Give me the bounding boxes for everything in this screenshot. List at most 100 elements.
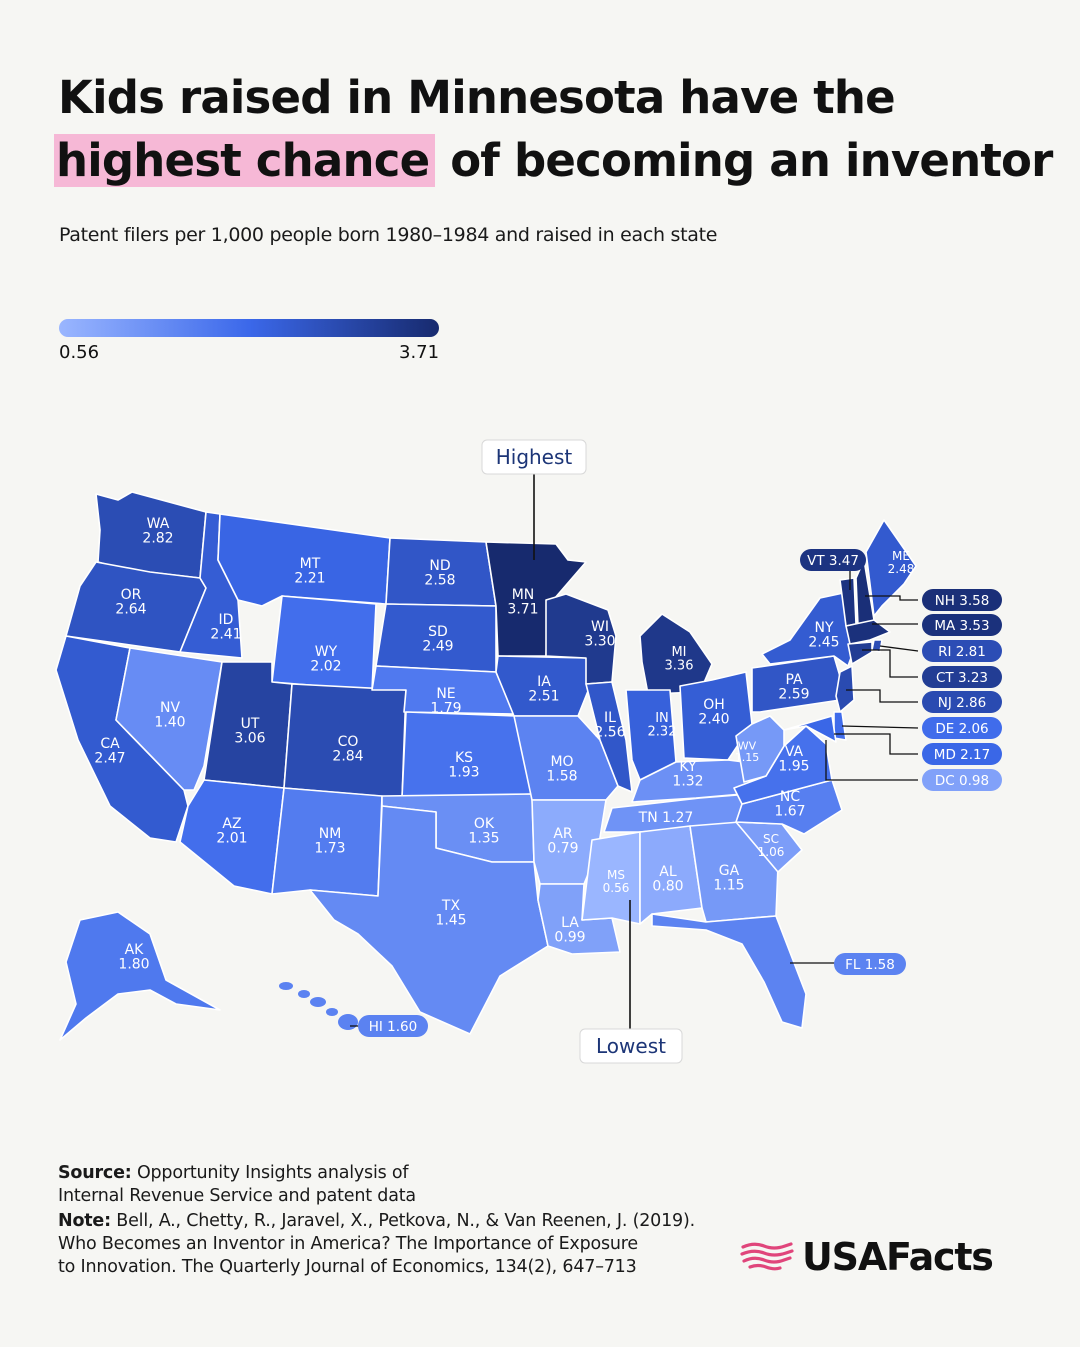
state-pill-label-dc: DC 0.98 [935, 773, 989, 789]
citation-note: Note: Bell, A., Chetty, R., Jaravel, X.,… [58, 1210, 695, 1279]
state-shape-il [585, 681, 633, 793]
state-shape-me [865, 519, 917, 617]
state-shape-hi-island-5 [338, 1014, 358, 1030]
state-shape-mi [639, 613, 713, 695]
state-shape-ny [761, 591, 857, 667]
state-shape-hi-island-1 [279, 982, 293, 990]
state-label-va: VA 1.95 [778, 744, 809, 775]
state-label-sc: SC 1.06 [758, 832, 785, 859]
state-label-ut: UT 3.06 [234, 716, 265, 747]
leader-line-7 [841, 725, 919, 729]
source-note: Source: Opportunity Insights analysis of… [58, 1162, 416, 1208]
page-title: Kids raised in Minnesota have the highes… [54, 66, 1053, 192]
state-shape-nj [835, 665, 855, 713]
state-label-nc: NC 1.67 [774, 789, 805, 820]
state-pill-label-vt: VT 3.47 [807, 553, 859, 569]
state-label-nv: NV 1.40 [154, 700, 185, 731]
state-pill-label-de: DE 2.06 [935, 721, 988, 737]
state-label-sd: SD 2.49 [422, 624, 453, 655]
title-line-2-rest: of becoming an inventor [450, 134, 1053, 187]
state-label-al: AL 0.80 [652, 864, 683, 895]
usa-flag-map-icon [740, 1242, 794, 1271]
state-pill-hi: HI 1.60 [358, 1015, 428, 1037]
state-shape-md [783, 715, 837, 743]
state-label-nm: NM 1.73 [314, 826, 345, 857]
state-shape-ak [59, 911, 221, 1041]
state-label-mn: MN 3.71 [507, 587, 538, 618]
state-label-mt: MT 2.21 [294, 556, 325, 587]
usafacts-logo: USAFacts [740, 1232, 994, 1282]
legend-min-label: 0.56 [59, 342, 100, 363]
state-shape-hi-island-3 [310, 997, 326, 1007]
state-label-co: CO 2.84 [332, 734, 363, 765]
state-label-mo: MO 1.58 [546, 754, 577, 785]
state-label-me: ME 2.48 [888, 549, 915, 576]
state-label-wy: WY 2.02 [310, 644, 341, 675]
state-label-ny: NY 2.45 [808, 620, 839, 651]
state-label-pa: PA 2.59 [778, 672, 809, 703]
state-pill-dc: DC 0.98 [922, 769, 1002, 791]
leader-line-6 [846, 689, 918, 703]
state-label-wa: WA 2.82 [142, 516, 173, 547]
lowest-callout-label: Lowest [596, 1034, 666, 1058]
state-pill-vt: VT 3.47 [800, 549, 866, 571]
legend-max-label: 3.71 [399, 342, 440, 363]
state-pill-label-md: MD 2.17 [934, 747, 990, 763]
state-label-ga: GA 1.15 [713, 863, 744, 894]
source-line-2: Internal Revenue Service and patent data [58, 1186, 416, 1206]
state-pill-ct: CT 3.23 [922, 666, 1002, 688]
state-pill-label-ma: MA 3.53 [934, 618, 989, 634]
state-shape-fl [651, 913, 807, 1029]
note-line-2: Who Becomes an Inventor in America? The … [58, 1234, 638, 1254]
state-shape-hi-island-4 [326, 1008, 338, 1016]
state-label-ks: KS 1.93 [448, 750, 479, 781]
state-label-mi: MI 3.36 [665, 645, 694, 674]
source-line-1: Opportunity Insights analysis of [136, 1163, 409, 1183]
state-label-nd: ND 2.58 [424, 558, 455, 589]
state-shape-hi-island-2 [298, 990, 310, 998]
state-pill-label-nh: NH 3.58 [935, 593, 990, 609]
state-label-la: LA 0.99 [554, 915, 585, 946]
state-label-wi: WI 3.30 [584, 619, 615, 650]
color-scale-legend [59, 319, 439, 337]
state-pill-de: DE 2.06 [922, 717, 1002, 739]
state-label-ky: KY 1.32 [672, 759, 703, 790]
note-label: Note: [58, 1211, 111, 1231]
leader-line-4 [879, 645, 919, 652]
state-shape-al [639, 825, 703, 925]
state-pill-label-fl: FL 1.58 [845, 957, 895, 973]
state-label-oh: OH 2.40 [698, 697, 729, 728]
state-label-il: IL 2.56 [594, 710, 625, 741]
state-label-ms: MS 0.56 [603, 868, 630, 895]
state-shape-wv [735, 715, 785, 783]
source-label: Source: [58, 1163, 132, 1183]
state-pill-label-ct: CT 3.23 [936, 670, 988, 686]
state-label-in: IN 2.32 [648, 711, 677, 740]
logo-text: USAFacts [802, 1235, 994, 1279]
state-label-ak: AK 1.80 [118, 942, 149, 973]
state-pill-label-ri: RI 2.81 [938, 644, 986, 660]
title-highlight: highest chance [54, 134, 436, 187]
state-pill-nh: NH 3.58 [922, 589, 1002, 611]
state-label-tn: TN 1.27 [638, 810, 694, 826]
leader-line-5 [862, 649, 918, 678]
highest-callout-label: Highest [496, 445, 573, 469]
state-label-ne: NE 1.79 [430, 686, 461, 717]
state-pill-fl: FL 1.58 [834, 953, 906, 975]
state-shape-ma [845, 619, 891, 645]
state-label-or: OR 2.64 [115, 587, 146, 618]
state-shape-ms [581, 831, 641, 925]
subtitle: Patent filers per 1,000 people born 1980… [59, 224, 718, 246]
state-shape-la [537, 883, 621, 955]
leader-line-2 [865, 595, 918, 601]
state-label-id: ID 2.41 [210, 612, 241, 643]
state-shape-tx [309, 805, 549, 1035]
lowest-callout-box [579, 1028, 683, 1064]
state-pill-md: MD 2.17 [922, 743, 1002, 765]
state-pill-nj: NJ 2.86 [922, 691, 1002, 713]
state-pill-ri: RI 2.81 [922, 640, 1002, 662]
state-label-ar: AR 0.79 [547, 826, 578, 857]
state-shape-ct [847, 641, 873, 665]
note-line-3: to Innovation. The Quarterly Journal of … [58, 1257, 637, 1277]
state-label-az: AZ 2.01 [216, 816, 247, 847]
